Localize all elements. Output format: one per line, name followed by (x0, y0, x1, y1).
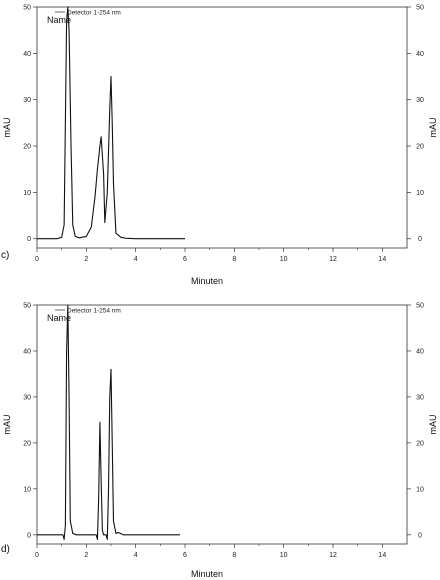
panel-label: d) (1, 544, 10, 555)
y-tick-label-left: 20 (23, 440, 31, 447)
y-tick-label-left: 50 (23, 303, 31, 310)
y-tick-label-right: 0 (418, 236, 422, 243)
y-tick-label-left: 10 (23, 486, 31, 493)
x-tick-label: 10 (280, 256, 288, 263)
peak-annotation: Name (47, 15, 71, 25)
x-axis-title: Minuten (191, 569, 223, 579)
y-tick-label-right: 50 (416, 5, 424, 12)
y-tick-label-right: 20 (416, 440, 424, 447)
y-tick-label-left: 10 (23, 190, 31, 197)
y-axis-title-left: mAU (2, 415, 12, 435)
y-tick-label-right: 30 (416, 394, 424, 401)
x-tick-label: 8 (232, 256, 236, 263)
y-tick-label-left: 0 (27, 236, 31, 243)
series-line (37, 304, 181, 540)
y-tick-label-left: 40 (23, 348, 31, 355)
y-axis-title-right: mAU (428, 415, 438, 435)
legend-entry: Detector 1-254 nm (67, 308, 121, 315)
y-tick-label-left: 30 (23, 394, 31, 401)
y-tick-label-right: 50 (416, 303, 424, 310)
y-tick-label-left: 50 (23, 5, 31, 12)
x-tick-label: 6 (183, 256, 187, 263)
peak-annotation: Name (47, 313, 71, 323)
x-tick-label: 4 (134, 552, 138, 559)
plot-frame (36, 6, 408, 249)
y-tick-label-right: 30 (416, 97, 424, 104)
y-tick-label-right: 10 (416, 486, 424, 493)
x-tick-label: 10 (280, 552, 288, 559)
x-tick-label: 2 (84, 552, 88, 559)
x-tick-label: 12 (329, 552, 337, 559)
y-tick-label-right: 10 (416, 190, 424, 197)
y-tick-label-right: 40 (416, 348, 424, 355)
y-tick-label-left: 20 (23, 144, 31, 151)
y-tick-label-left: 0 (27, 532, 31, 539)
y-tick-label-right: 20 (416, 144, 424, 151)
y-axis-title-left: mAU (2, 118, 12, 138)
x-tick-label: 12 (329, 256, 337, 263)
x-tick-label: 2 (84, 256, 88, 263)
y-axis-title-right: mAU (428, 118, 438, 138)
y-tick-label-right: 40 (416, 51, 424, 58)
series-line (37, 6, 185, 240)
y-tick-label-left: 40 (23, 51, 31, 58)
x-tick-label: 0 (35, 256, 39, 263)
x-tick-label: 8 (232, 552, 236, 559)
x-tick-label: 6 (183, 552, 187, 559)
plot-frame (36, 304, 408, 545)
y-tick-label-left: 30 (23, 97, 31, 104)
x-axis-title: Minuten (191, 276, 223, 286)
x-tick-label: 0 (35, 552, 39, 559)
x-tick-label: 4 (134, 256, 138, 263)
panel-label: c) (1, 250, 9, 261)
y-tick-label-right: 0 (418, 532, 422, 539)
x-tick-label: 14 (378, 256, 386, 263)
x-tick-label: 14 (378, 552, 386, 559)
legend-entry: Detector 1-254 nm (67, 10, 121, 17)
